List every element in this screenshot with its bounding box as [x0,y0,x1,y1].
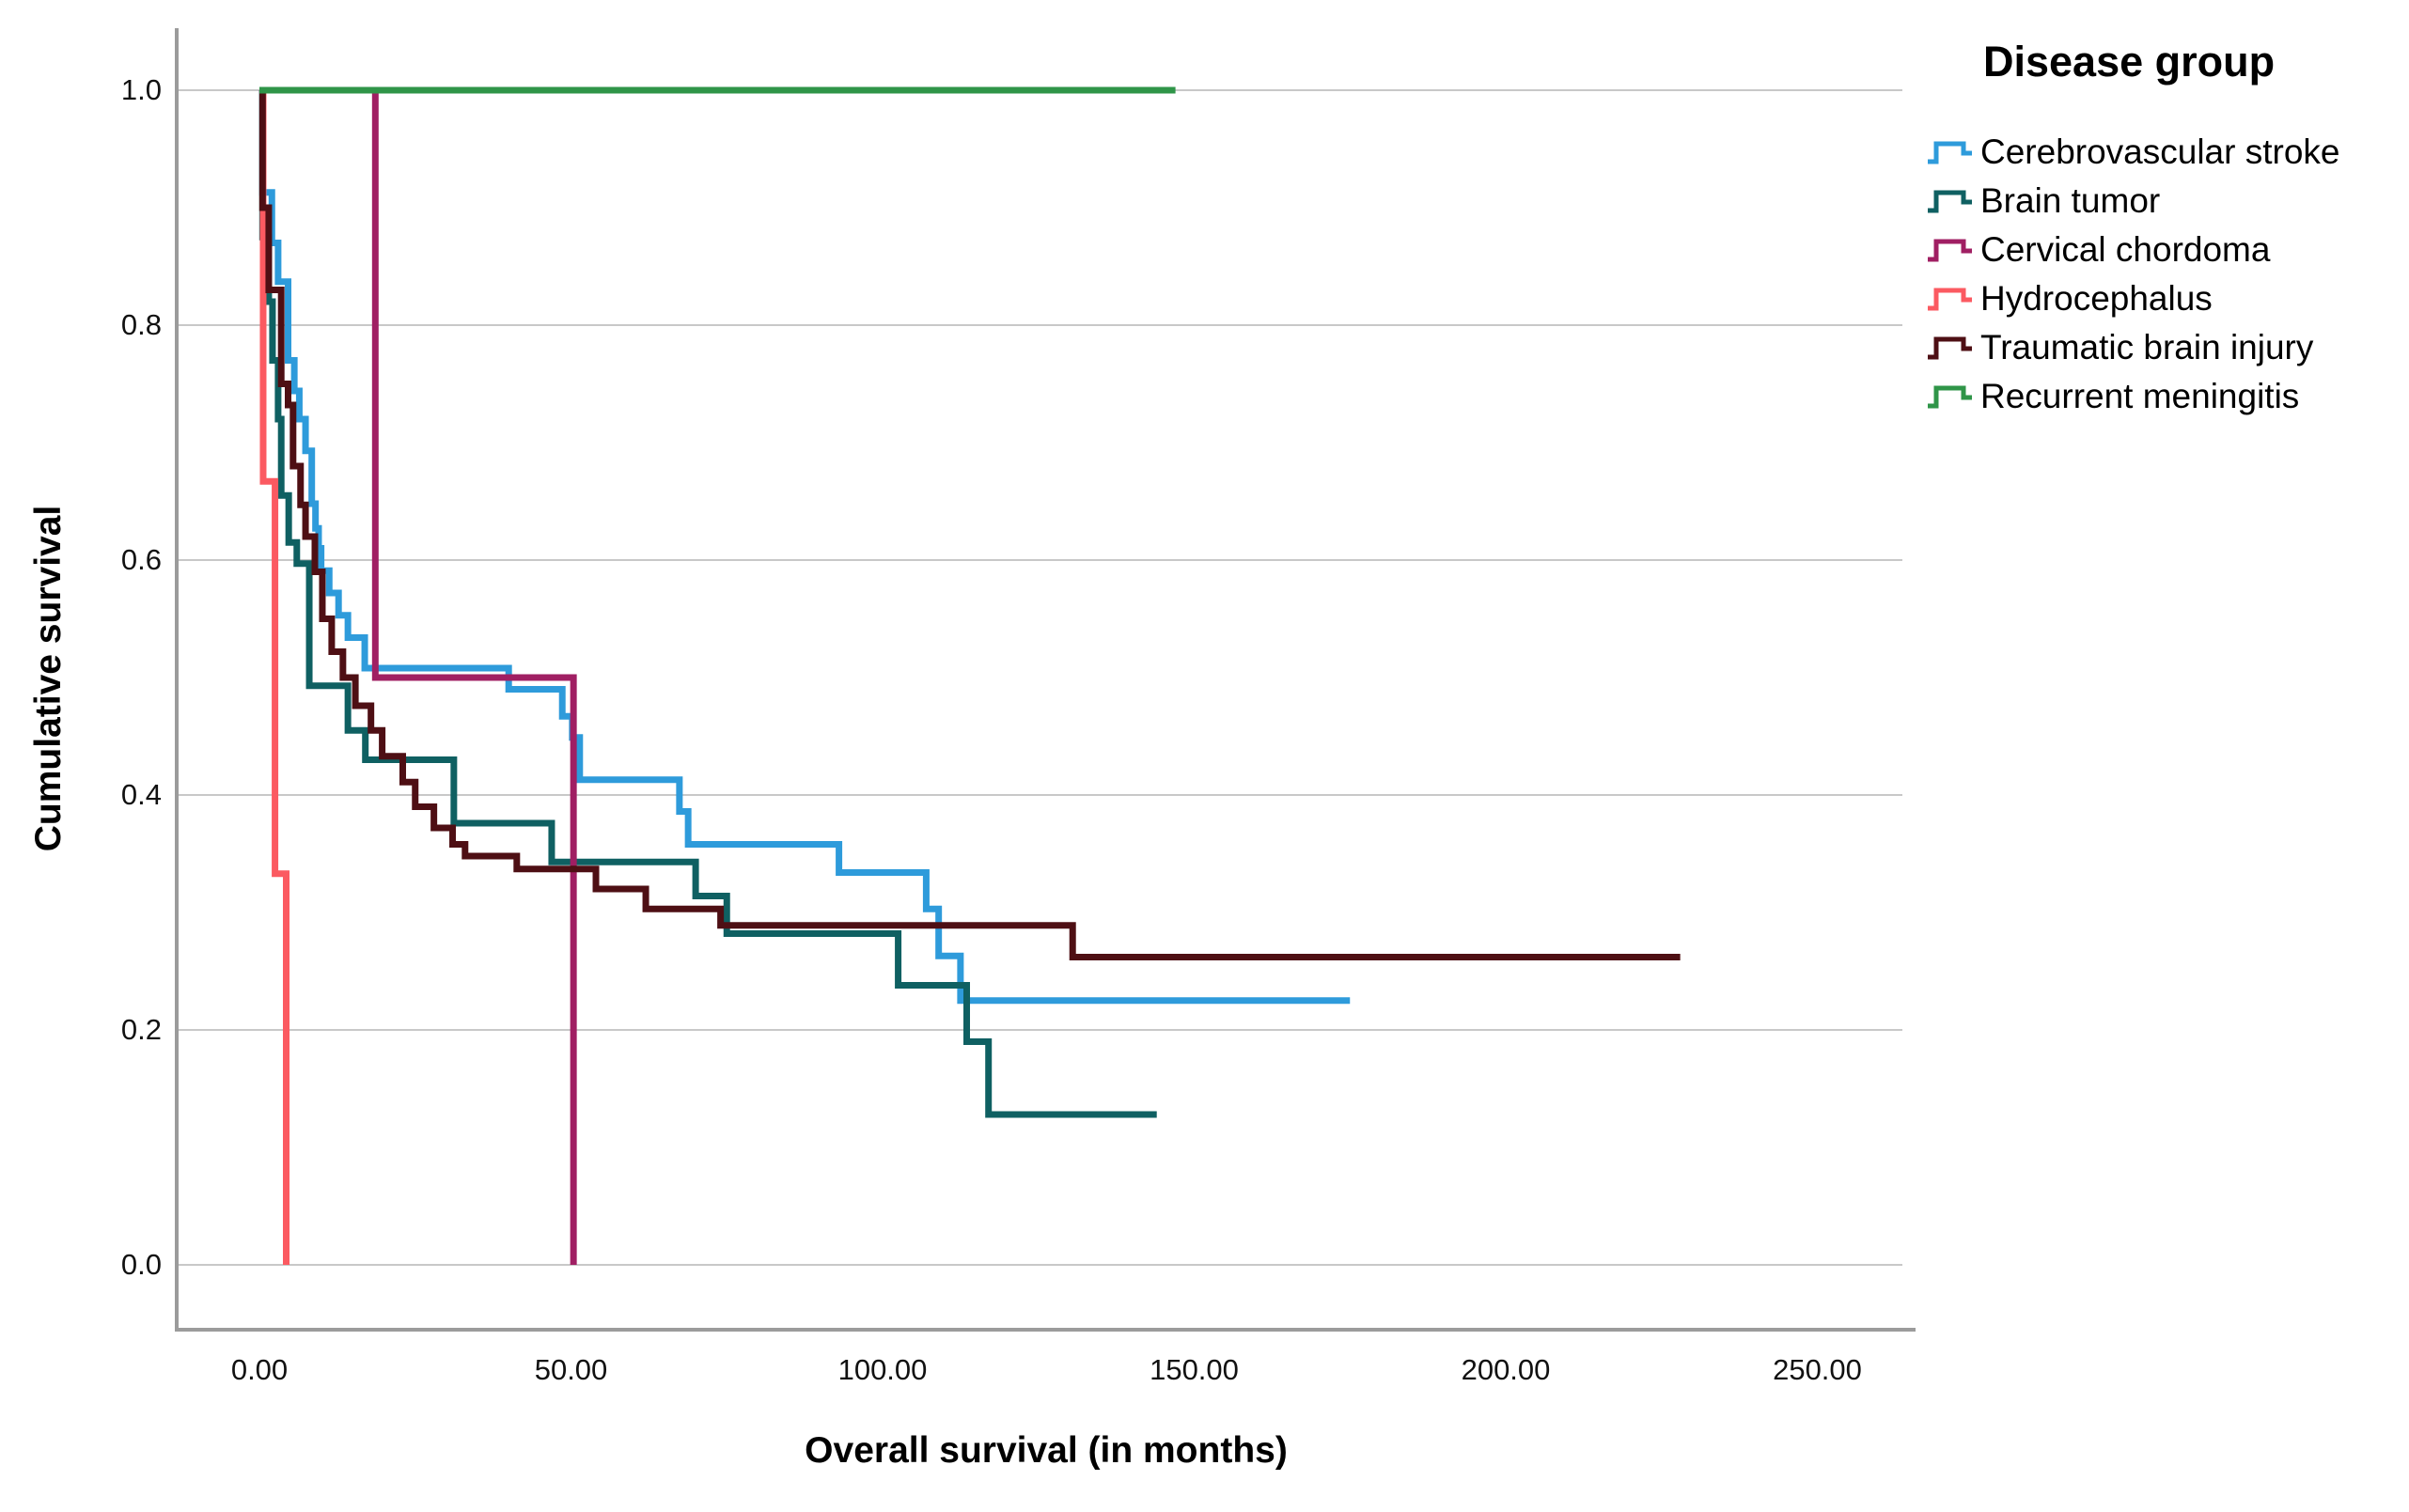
y-tick-label: 0.8 [120,308,162,341]
axes [175,28,1916,1332]
step-line-icon [1928,336,1972,360]
x-tick-label: 50.00 [534,1353,608,1386]
legend-item-label: Cerebrovascular stroke [1980,132,2340,171]
y-tick-label: 0.2 [120,1013,162,1046]
step-line-icon [1928,239,1972,262]
x-tick-label: 100.00 [837,1353,928,1386]
step-line-icon [1928,288,1972,311]
series-traumatic-brain-injury [258,86,1681,960]
legend-item-cerebrovascular-stroke: Cerebrovascular stroke [1925,128,2409,177]
x-axis-title: Overall survival (in months) [805,1430,1288,1471]
x-tick-label: 150.00 [1150,1353,1239,1386]
step-line-icon [1928,385,1972,409]
legend-title: Disease group [1983,38,2276,86]
x-tick-label: 0.00 [230,1353,289,1386]
x-tick-label: 200.00 [1461,1353,1551,1386]
series-hydrocephalus [259,86,290,1265]
step-line-icon [1928,190,1972,213]
legend-item-hydrocephalus: Hydrocephalus [1925,274,2409,323]
legend-item-traumatic-brain-injury: Traumatic brain injury [1925,323,2409,372]
step-line-icon [1928,141,1972,164]
y-tick-label: 1.0 [120,73,162,106]
series-cerebrovascular-stroke [258,86,1351,1005]
legend-item-recurrent-meningitis: Recurrent meningitis [1925,372,2409,421]
y-axis-title: Cumulative survival [28,505,69,852]
legend-item-label: Cervical chordoma [1980,230,2271,269]
legend-item-label: Traumatic brain injury [1980,328,2314,366]
legend-item-cervical-chordoma: Cervical chordoma [1925,226,2409,274]
y-tick-label: 0.6 [120,543,162,576]
series-brain-tumor [258,86,1157,1118]
legend-item-label: Recurrent meningitis [1980,377,2300,415]
gridlines [179,89,1902,1266]
x-tick-label: 250.00 [1773,1353,1862,1386]
y-tick-label: 0.0 [120,1248,162,1281]
legend-item-brain-tumor: Brain tumor [1925,177,2409,226]
legend-item-label: Brain tumor [1980,181,2161,220]
y-tick-label: 0.4 [120,778,162,811]
legend-item-label: Hydrocephalus [1980,279,2213,318]
legend: Disease group Cerebrovascular stroke Bra… [1925,38,2409,421]
